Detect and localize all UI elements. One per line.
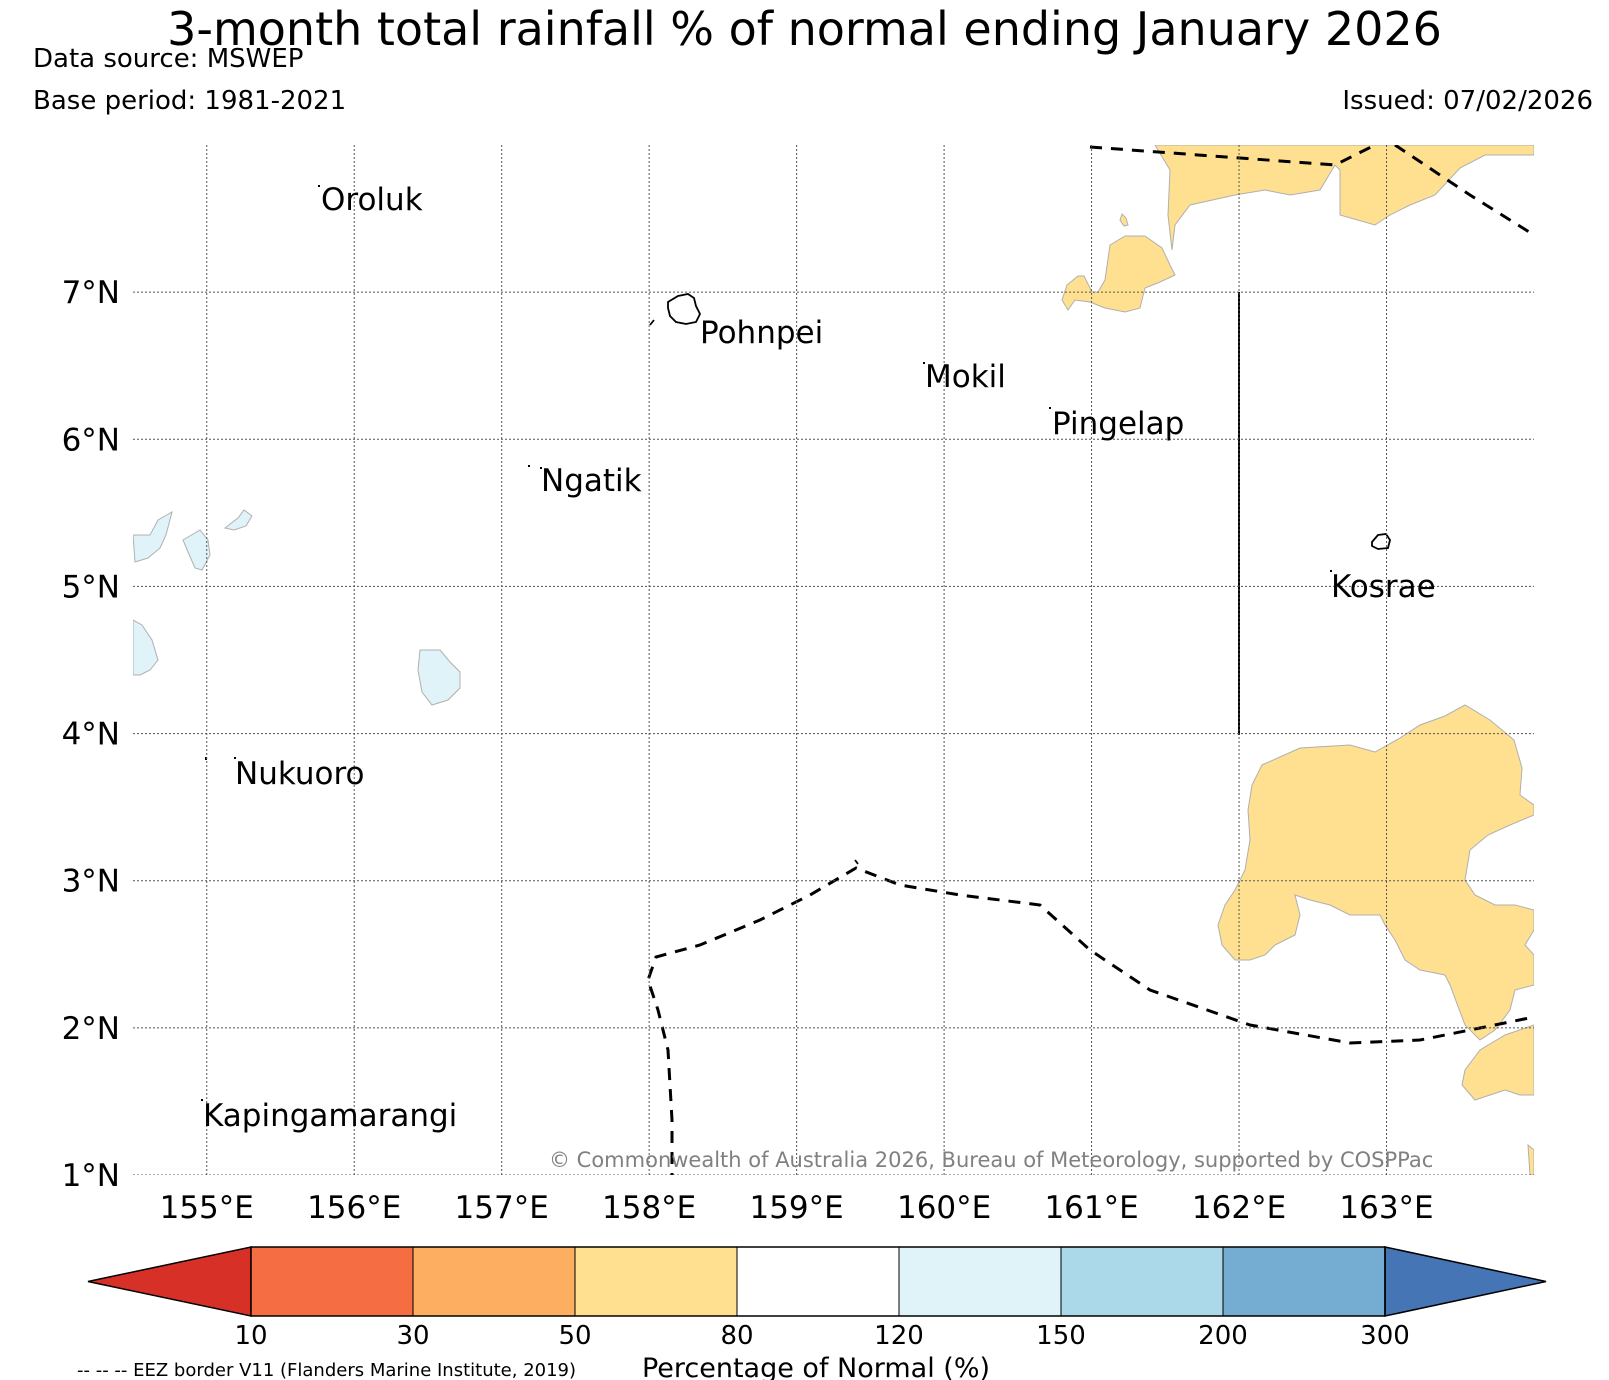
colorbar-tick: 120: [874, 1321, 924, 1351]
island-outlines: [649, 293, 1391, 865]
lat-label: 2°N: [62, 1011, 120, 1047]
pohnpei-island-outline: [667, 293, 702, 325]
issued-date: Issued: 07/02/2026: [1342, 86, 1593, 116]
colorbar: 10 30 50 80 120 150 200 300: [87, 1246, 1547, 1351]
lon-label: 160°E: [897, 1190, 991, 1226]
place-label-kosrae: Kosrae: [1331, 569, 1436, 605]
lon-label: 162°E: [1192, 1190, 1286, 1226]
colorbar-extend-low: [87, 1246, 252, 1317]
lat-label: 3°N: [62, 864, 120, 900]
lon-label: 155°E: [160, 1190, 254, 1226]
colorbar-tick: 300: [1360, 1321, 1410, 1351]
lat-label: 4°N: [62, 717, 120, 753]
lat-label: 7°N: [62, 275, 120, 311]
colorbar-tick: 50: [558, 1321, 591, 1351]
base-period: Base period: 1981-2021: [33, 86, 347, 116]
lon-label: 156°E: [307, 1190, 401, 1226]
place-label-nukuoro: Nukuoro: [235, 756, 364, 792]
lat-label: 5°N: [62, 569, 120, 605]
lon-label: 158°E: [602, 1190, 696, 1226]
lon-label: 157°E: [455, 1190, 549, 1226]
lon-label: 159°E: [749, 1190, 843, 1226]
lon-label: 161°E: [1044, 1190, 1138, 1226]
place-labels: Oroluk Pohnpei Mokil Pingelap Ngatik Kos…: [203, 182, 1436, 1134]
place-label-kapingamarangi: Kapingamarangi: [203, 1098, 457, 1134]
colorbar-segment: [736, 1246, 900, 1317]
atoll-marks: [201, 185, 1332, 1101]
place-label-pohnpei: Pohnpei: [700, 315, 823, 351]
place-label-ngatik: Ngatik: [541, 463, 642, 499]
lat-label: 1°N: [62, 1158, 120, 1194]
map-plot-area: Oroluk Pohnpei Mokil Pingelap Ngatik Kos…: [133, 145, 1534, 1175]
lat-label: 6°N: [62, 422, 120, 458]
colorbar-segment: [1060, 1246, 1224, 1317]
colorbar-extend-high: [1384, 1246, 1547, 1317]
map-title: 3-month total rainfall % of normal endin…: [167, 2, 1442, 56]
colorbar-tick: 80: [720, 1321, 753, 1351]
colorbar-tick: 30: [396, 1321, 429, 1351]
colorbar-tick: 200: [1198, 1321, 1248, 1351]
longitude-labels: 155°E 156°E 157°E 158°E 159°E 160°E 161°E 162°E…: [160, 1190, 1434, 1226]
place-label-mokil: Mokil: [925, 359, 1006, 395]
eez-borders: [646, 145, 1534, 1175]
below-normal-regions: [1061, 145, 1534, 1175]
colorbar-segment: [412, 1246, 576, 1317]
colorbar-label: Percentage of Normal (%): [642, 1353, 990, 1380]
latitude-labels: 7°N 6°N 5°N 4°N 3°N 2°N 1°N: [62, 275, 120, 1194]
colorbar-segment: [898, 1246, 1062, 1317]
lon-label: 163°E: [1339, 1190, 1433, 1226]
gridlines: [133, 145, 1534, 1175]
colorbar-segment: [250, 1246, 414, 1317]
place-label-pingelap: Pingelap: [1052, 406, 1184, 442]
kosrae-island-outline: [1371, 533, 1391, 550]
colorbar-tick: 10: [234, 1321, 267, 1351]
eez-border-note: -- -- -- EEZ border V11 (Flanders Marine…: [77, 1360, 576, 1380]
copyright-notice: © Commonwealth of Australia 2026, Bureau…: [549, 1148, 1433, 1172]
colorbar-segment: [574, 1246, 738, 1317]
colorbar-segment: [1222, 1246, 1386, 1317]
data-source: Data source: MSWEP: [33, 44, 304, 74]
place-label-oroluk: Oroluk: [321, 182, 423, 218]
above-normal-regions: [133, 509, 461, 706]
colorbar-tick: 150: [1036, 1321, 1086, 1351]
